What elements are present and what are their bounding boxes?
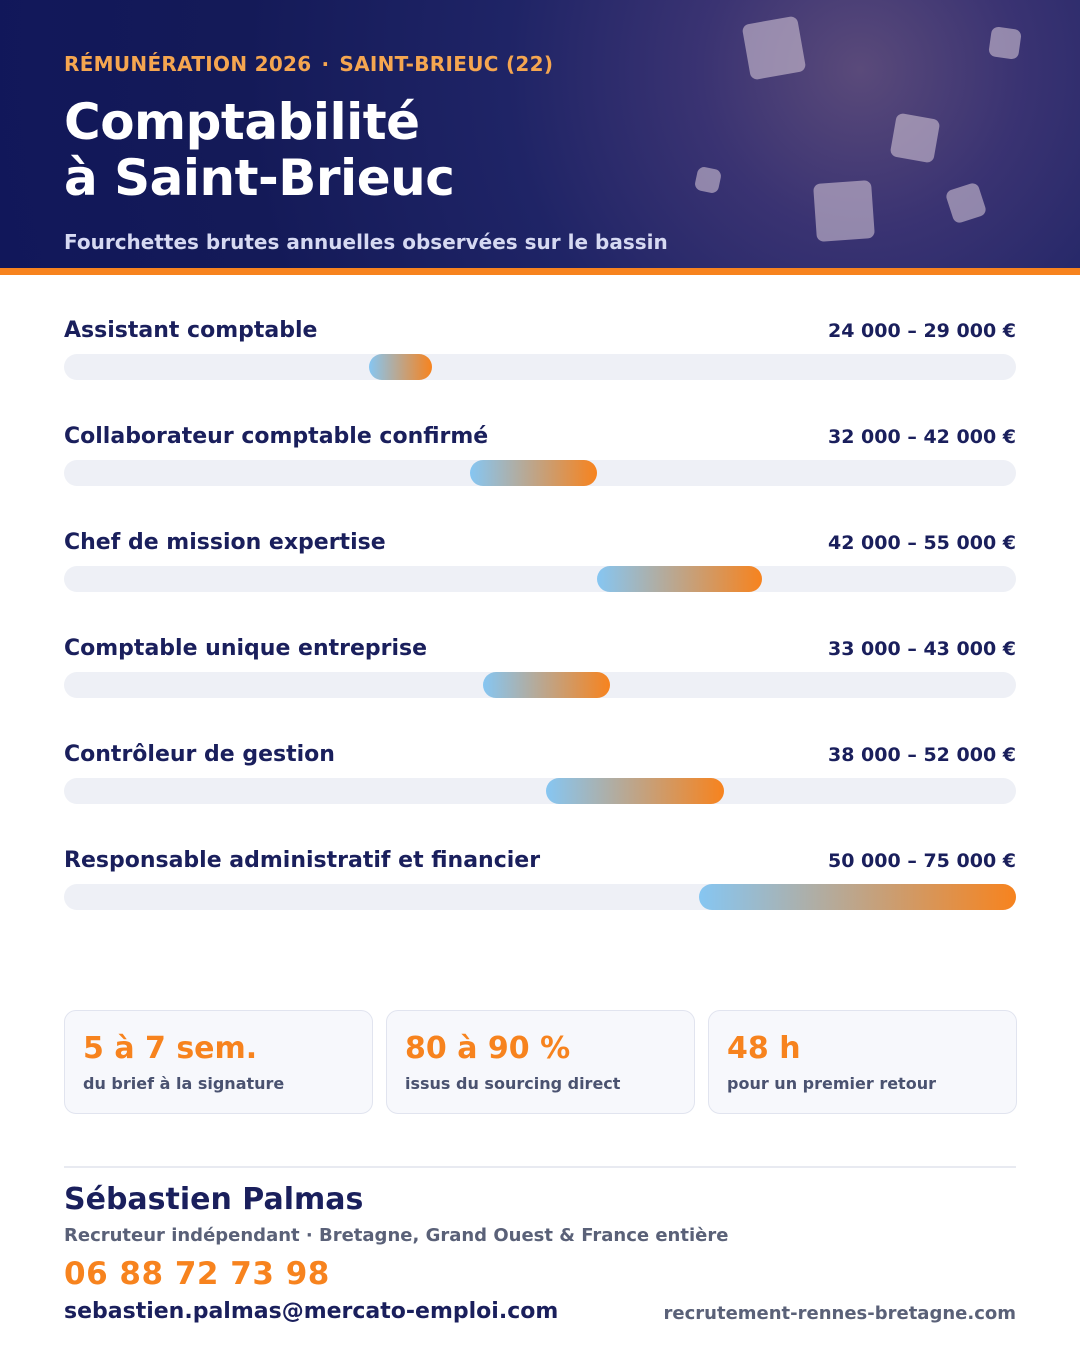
range-bar: [597, 566, 763, 592]
range-label: Assistant comptable: [64, 318, 318, 343]
contact-name: Sébastien Palmas: [64, 1182, 364, 1217]
range-value-label: 42 000 – 55 000 €: [828, 532, 1016, 554]
decorative-square: [693, 165, 723, 195]
decorative-square: [988, 26, 1022, 60]
stat-value: 5 à 7 sem.: [83, 1031, 258, 1066]
stat-label: pour un premier retour: [727, 1074, 936, 1093]
range-label: Contrôleur de gestion: [64, 742, 335, 767]
decorative-square: [813, 180, 875, 242]
range-track: [64, 460, 1016, 486]
range-label: Chef de mission expertise: [64, 530, 386, 555]
range-track: [64, 354, 1016, 380]
decorative-square: [889, 112, 941, 164]
range-label: Collaborateur comptable confirmé: [64, 424, 489, 449]
range-bar: [470, 460, 598, 486]
range-track: [64, 566, 1016, 592]
range-value-label: 50 000 – 75 000 €: [828, 850, 1016, 872]
contact-role: Recruteur indépendant · Bretagne, Grand …: [64, 1225, 729, 1246]
stat-card-delay: 5 à 7 sem. du brief à la signature: [64, 1010, 373, 1114]
range-row: Chef de mission expertise 42 000 – 55 000…: [64, 512, 1016, 618]
salary-range-chart: Assistant comptable 24 000 – 29 000 € Coll…: [64, 300, 1016, 936]
stat-value: 48 h: [727, 1031, 801, 1066]
stat-value: 80 à 90 %: [405, 1031, 571, 1066]
contact-website-link[interactable]: recrutement-rennes-bretagne.com: [663, 1303, 1016, 1324]
range-track: [64, 672, 1016, 698]
range-row: Comptable unique entreprise 33 000 – 43 0…: [64, 618, 1016, 724]
range-bar: [698, 884, 1016, 910]
eyebrow-separator: ·: [321, 52, 330, 76]
range-row: Contrôleur de gestion 38 000 – 52 000 €: [64, 724, 1016, 830]
header-banner: RÉMUNÉRATION 2026 · SAINT-BRIEUC (22) Comp…: [0, 0, 1080, 268]
page-subtitle: Fourchettes brutes annuelles observées s…: [64, 230, 668, 254]
page-title: Comptabilité à Saint-Brieuc: [64, 93, 455, 207]
eyebrow-topic: RÉMUNÉRATION 2026: [64, 52, 312, 76]
range-track: [64, 778, 1016, 804]
range-bar: [368, 354, 433, 380]
range-value-label: 24 000 – 29 000 €: [828, 320, 1016, 342]
range-value-label: 32 000 – 42 000 €: [828, 426, 1016, 448]
stat-card-sourcing: 80 à 90 % issus du sourcing direct: [386, 1010, 695, 1114]
range-row: Responsable administratif et financier 50…: [64, 830, 1016, 936]
title-line-2: à Saint-Brieuc: [64, 149, 455, 207]
stat-label: issus du sourcing direct: [405, 1074, 621, 1093]
eyebrow-location: SAINT-BRIEUC (22): [339, 52, 554, 76]
range-row: Collaborateur comptable confirmé 32 000 –…: [64, 406, 1016, 512]
header-accent-stripe: [0, 268, 1080, 275]
range-bar: [482, 672, 610, 698]
stat-card-response: 48 h pour un premier retour: [708, 1010, 1017, 1114]
contact-phone-link[interactable]: 06 88 72 73 98: [64, 1256, 330, 1292]
range-label: Responsable administratif et financier: [64, 848, 541, 873]
range-value-label: 33 000 – 43 000 €: [828, 638, 1016, 660]
range-bar: [546, 778, 725, 804]
footer-divider: [64, 1166, 1016, 1168]
range-track: [64, 884, 1016, 910]
eyebrow: RÉMUNÉRATION 2026 · SAINT-BRIEUC (22): [64, 52, 553, 76]
range-row: Assistant comptable 24 000 – 29 000 €: [64, 300, 1016, 406]
decorative-square: [741, 15, 807, 81]
range-value-label: 38 000 – 52 000 €: [828, 744, 1016, 766]
stats-row: 5 à 7 sem. du brief à la signature 80 à …: [64, 1010, 1017, 1114]
contact-email-link[interactable]: sebastien.palmas@mercato-emploi.com: [64, 1299, 559, 1324]
title-line-1: Comptabilité: [64, 93, 420, 151]
decorative-square: [944, 181, 988, 225]
range-label: Comptable unique entreprise: [64, 636, 428, 661]
stat-label: du brief à la signature: [83, 1074, 285, 1093]
